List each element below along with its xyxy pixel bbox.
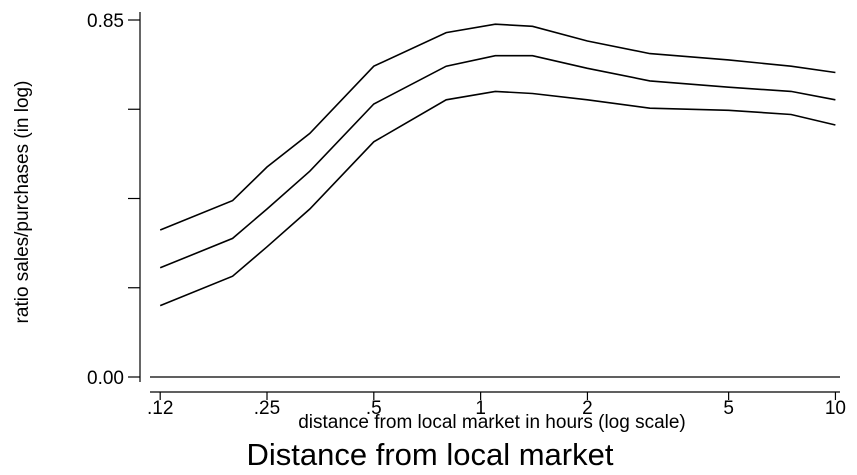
y-tick-label: 0.00 <box>87 368 124 389</box>
x-ticks: .12 .25 .5 1 2 5 10 <box>147 392 846 419</box>
x-tick-label: .25 <box>254 398 280 419</box>
y-ticks: 0.00 0.85 <box>87 11 140 389</box>
series-group <box>159 23 836 307</box>
x-tick-label: 10 <box>825 398 846 419</box>
chart-title: Distance from local market <box>247 437 614 472</box>
y-axis: 0.00 0.85 <box>87 11 141 389</box>
y-tick-label: 0.85 <box>87 11 124 32</box>
estimate-line <box>159 54 836 269</box>
x-axis-title: distance from local market in hours (log… <box>298 412 686 433</box>
upper-band-line <box>159 23 836 231</box>
x-tick-label: .5 <box>366 398 382 419</box>
x-tick-label: 2 <box>582 398 593 419</box>
x-axis: .12 .25 .5 1 2 5 10 <box>147 391 846 419</box>
x-tick-label: 1 <box>475 398 486 419</box>
x-tick-label: 5 <box>723 398 734 419</box>
x-tick-label: .12 <box>147 398 173 419</box>
lower-band-line <box>159 90 836 307</box>
y-axis-title: ratio sales/purchases (in log) <box>12 81 33 324</box>
